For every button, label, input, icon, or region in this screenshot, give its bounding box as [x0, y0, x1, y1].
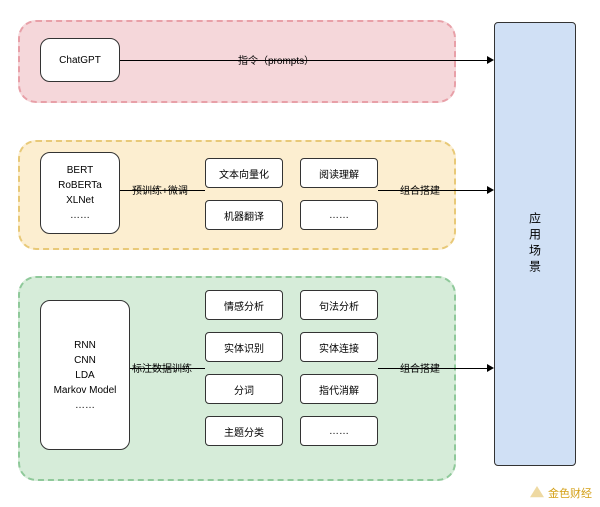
- task-sentiment: 情感分析: [205, 290, 283, 320]
- model-mid-line: BERT: [67, 163, 94, 178]
- watermark-icon: [530, 486, 544, 500]
- task-segment: 分词: [205, 374, 283, 404]
- arrow-bot-right-head: [487, 364, 494, 372]
- model-top: ChatGPT: [40, 38, 120, 82]
- task-text-vectorize: 文本向量化: [205, 158, 283, 188]
- model-bot-line: ……: [75, 398, 95, 413]
- arrow-mid-right-head: [487, 186, 494, 194]
- watermark: 金色财经: [530, 485, 592, 501]
- task-machine-translate: 机器翻译: [205, 200, 283, 230]
- model-mid-line: RoBERTa: [58, 178, 102, 193]
- model-bot-line: LDA: [75, 368, 94, 383]
- edge-label-bot-right: 组合搭建: [400, 360, 440, 375]
- task-ner: 实体识别: [205, 332, 283, 362]
- output-label: 应用场景: [527, 212, 544, 276]
- edge-label-bot-left: 标注数据训练: [132, 360, 192, 375]
- task-coref: 指代消解: [300, 374, 378, 404]
- model-bot: RNN CNN LDA Markov Model ……: [40, 300, 130, 450]
- model-bot-line: Markov Model: [54, 383, 117, 398]
- output-scenario: 应用场景: [494, 22, 576, 466]
- task-topic: 主题分类: [205, 416, 283, 446]
- task-mid-etc: ……: [300, 200, 378, 230]
- task-reading-comp: 阅读理解: [300, 158, 378, 188]
- model-top-line: ChatGPT: [59, 53, 101, 68]
- task-bot-etc: ……: [300, 416, 378, 446]
- model-mid: BERT RoBERTa XLNet ……: [40, 152, 120, 234]
- watermark-text: 金色财经: [548, 485, 592, 501]
- arrow-top-head: [487, 56, 494, 64]
- model-mid-line: XLNet: [66, 193, 94, 208]
- model-bot-line: RNN: [74, 338, 96, 353]
- edge-label-mid-right: 组合搭建: [400, 182, 440, 197]
- edge-label-top: 指令（prompts）: [238, 52, 314, 67]
- task-syntax: 句法分析: [300, 290, 378, 320]
- edge-label-mid-left: 预训练+微调: [132, 182, 188, 197]
- model-bot-line: CNN: [74, 353, 96, 368]
- task-entity-link: 实体连接: [300, 332, 378, 362]
- model-mid-line: ……: [70, 208, 90, 223]
